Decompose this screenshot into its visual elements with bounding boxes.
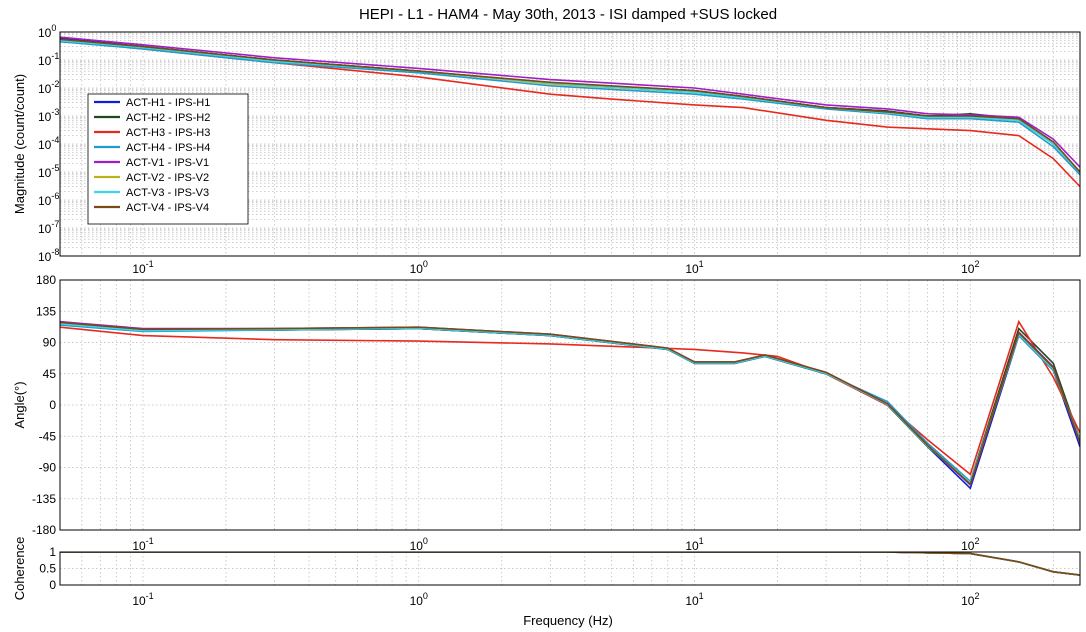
x-tick-label: 100	[410, 536, 428, 553]
x-tick-label: 101	[685, 591, 703, 608]
series-line-phase-3	[60, 319, 1080, 476]
panel-magnitude: 100 10-1 10-2 10-3 10-4 10-5 10-6 10-7 10-8 10-1 1…	[12, 23, 1081, 276]
x-axis-label: Frequency (Hz)	[523, 613, 613, 628]
series-line-magnitude-8	[60, 38, 1080, 173]
y-tick-label: 45	[43, 367, 57, 381]
x-tick-label: 102	[961, 259, 979, 276]
legend-entry: ACT-H2 - IPS-H2	[126, 112, 210, 124]
y-tick-label: 10-4	[38, 135, 59, 152]
y-tick-label: 100	[38, 23, 56, 40]
y-tick-label: -135	[32, 492, 56, 506]
legend-entry: ACT-V4 - IPS-V4	[126, 202, 209, 214]
y-tick-label: 10-1	[38, 51, 59, 68]
plot-frame	[59, 31, 1081, 257]
y-tick-label: 180	[36, 273, 56, 287]
series-line-coherence-8	[60, 552, 1080, 576]
x-tick-label: 10-1	[132, 259, 153, 276]
series-line-magnitude-4	[60, 40, 1080, 176]
plot-frame	[59, 551, 1081, 586]
y-tick-label: 0	[49, 398, 56, 412]
x-tick-label: 102	[961, 536, 979, 553]
y-tick-label: 10-6	[38, 191, 59, 208]
x-tick-label: 10-1	[132, 591, 153, 608]
series-line-phase-8	[60, 321, 1080, 486]
y-tick-label: 10-3	[38, 107, 59, 124]
legend-entry: ACT-H1 - IPS-H1	[126, 97, 210, 109]
x-tick-label: 100	[410, 591, 428, 608]
y-axis-label-magnitude: Magnitude (count/count)	[12, 74, 27, 214]
y-tick-label: 135	[36, 304, 56, 318]
y-tick-label: -180	[32, 523, 56, 537]
x-tick-label: 100	[410, 259, 428, 276]
legend: ACT-H1 - IPS-H1 ACT-H2 - IPS-H2 ACT-H3 - I…	[87, 93, 249, 225]
y-axis-label-phase: Angle(°)	[12, 381, 27, 428]
y-tick-label: 10-8	[38, 247, 59, 264]
y-tick-label: 0.5	[39, 562, 56, 576]
y-tick-label: 90	[43, 336, 57, 350]
y-tick-label: 1	[49, 545, 56, 559]
legend-box	[87, 93, 249, 225]
legend-entry: ACT-V2 - IPS-V2	[126, 172, 209, 184]
series-line-magnitude-5	[60, 36, 1080, 168]
x-tick-label: 101	[685, 259, 703, 276]
legend-entry: ACT-V3 - IPS-V3	[126, 187, 209, 199]
y-tick-label: 10-2	[38, 79, 59, 96]
y-axis-label-coherence: Coherence	[12, 537, 27, 601]
panel-coherence: 1 0.5 0 10-1 100 101 102 Coherence	[12, 537, 1081, 608]
y-tick-label: 10-7	[38, 219, 59, 236]
y-tick-label: 0	[49, 578, 56, 592]
y-tick-label: 10-5	[38, 163, 59, 180]
x-tick-label: 102	[961, 591, 979, 608]
x-tick-label: 10-1	[132, 536, 153, 553]
legend-entry: ACT-H3 - IPS-H3	[126, 127, 210, 139]
plot-frame	[59, 279, 1081, 531]
y-tick-label: -90	[39, 461, 57, 475]
panel-phase: 180 135 90 45 0 -45 -90 -135 -180 10-1 100 101 102 An…	[12, 273, 1081, 553]
legend-entry: ACT-V1 - IPS-V1	[126, 157, 209, 169]
x-tick-label: 101	[685, 536, 703, 553]
y-tick-label: -45	[39, 429, 57, 443]
legend-entry: ACT-H4 - IPS-H4	[126, 142, 210, 154]
chart-title: HEPI - L1 - HAM4 - May 30th, 2013 - ISI …	[359, 6, 777, 23]
